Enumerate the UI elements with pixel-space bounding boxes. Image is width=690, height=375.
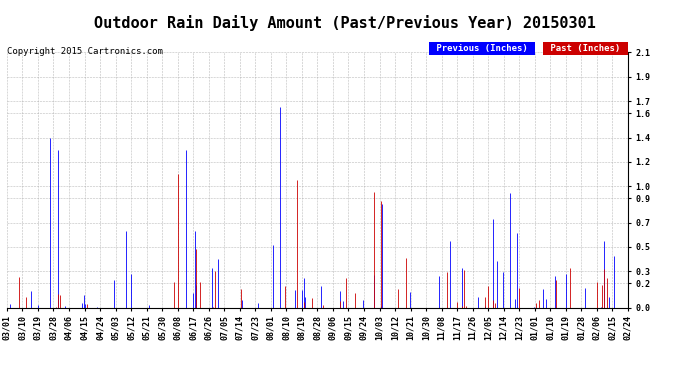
- Text: Previous (Inches): Previous (Inches): [431, 44, 533, 53]
- Text: Copyright 2015 Cartronics.com: Copyright 2015 Cartronics.com: [7, 47, 163, 56]
- Text: Past (Inches): Past (Inches): [545, 44, 626, 53]
- Text: Outdoor Rain Daily Amount (Past/Previous Year) 20150301: Outdoor Rain Daily Amount (Past/Previous…: [94, 15, 596, 31]
